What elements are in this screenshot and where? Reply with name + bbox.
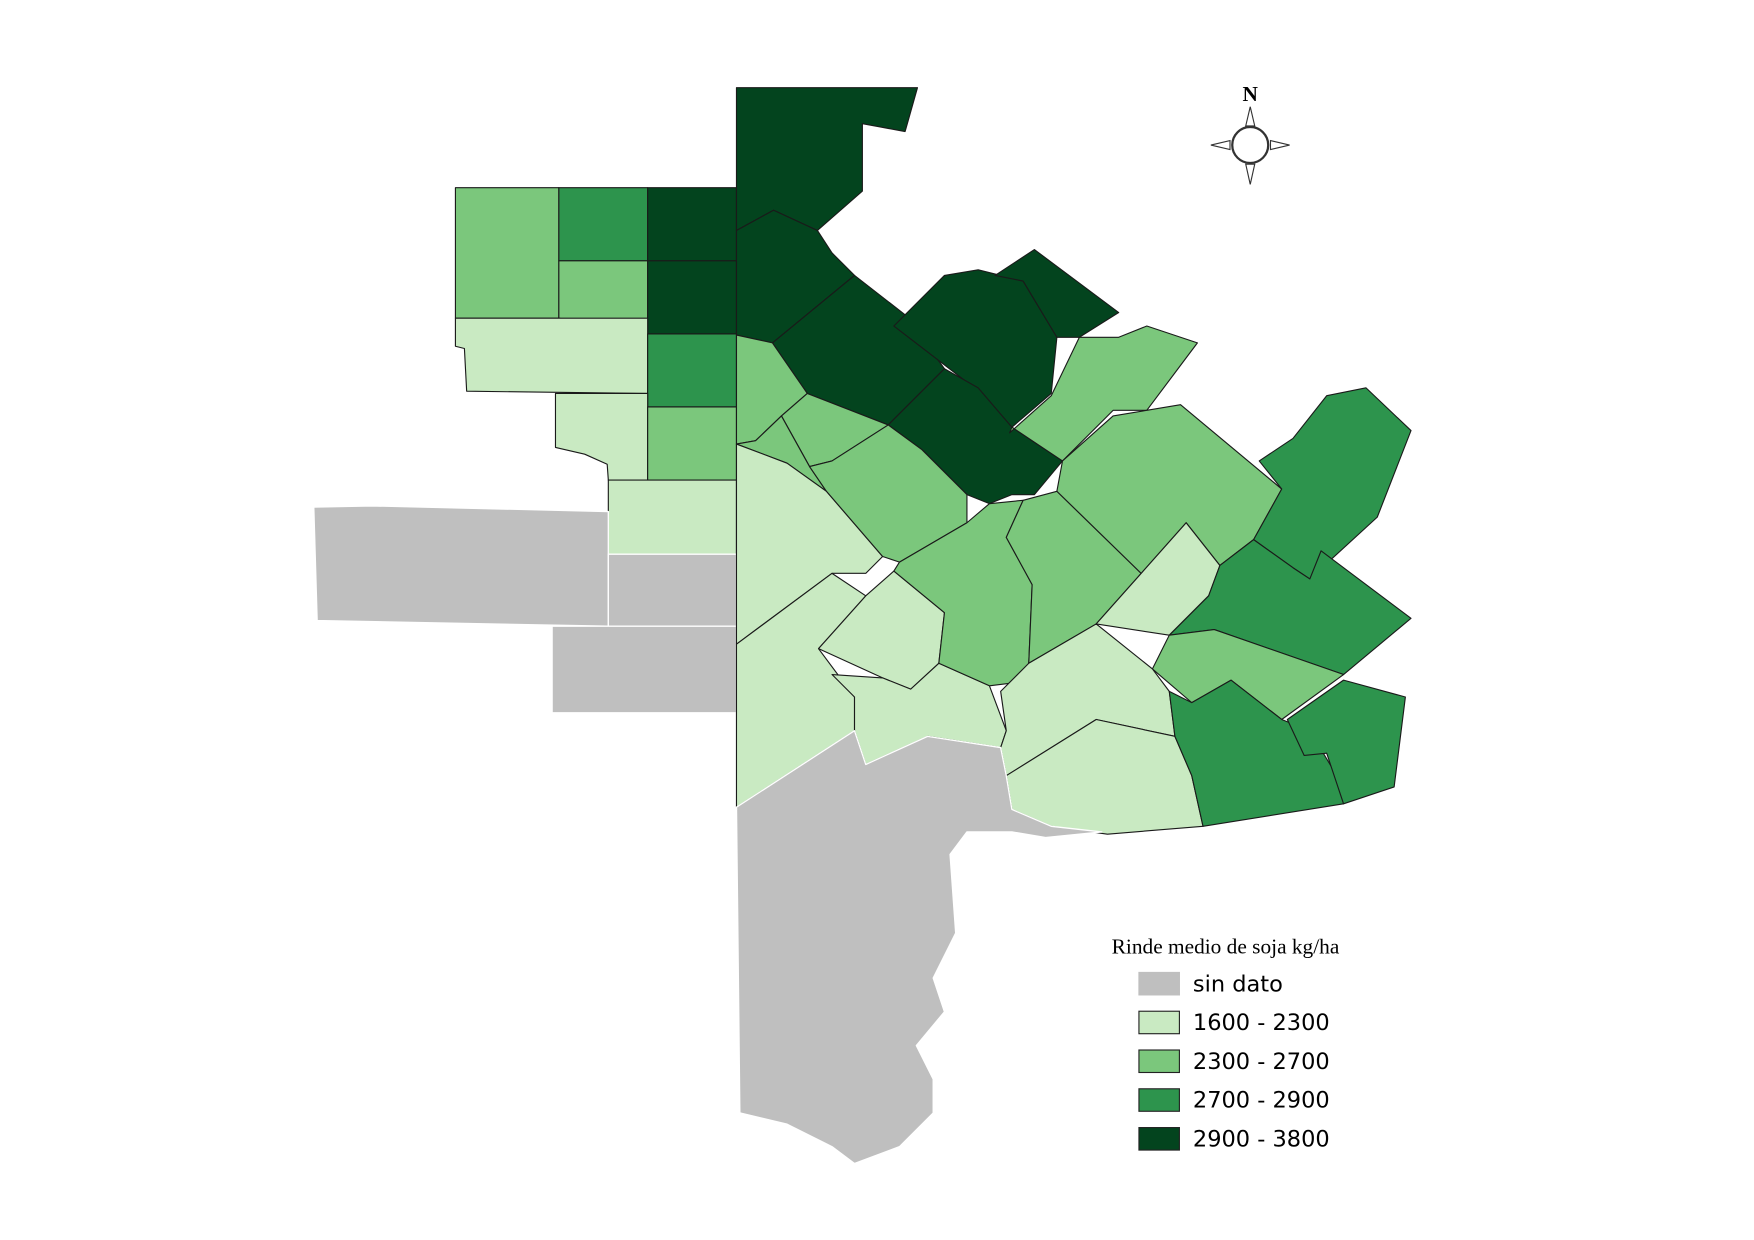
district <box>1009 325 1198 462</box>
district <box>607 479 738 555</box>
legend-swatch <box>1138 1049 1180 1074</box>
district <box>1253 387 1412 580</box>
legend-label: sin dato <box>1193 971 1283 997</box>
district <box>1286 679 1406 805</box>
district <box>554 392 649 481</box>
district <box>808 424 968 563</box>
district <box>647 187 738 262</box>
legend-swatch <box>1138 1010 1180 1035</box>
district <box>607 553 738 627</box>
district <box>735 87 919 232</box>
north-label: N <box>1243 82 1259 106</box>
district <box>647 406 738 481</box>
regions <box>313 87 1412 1165</box>
district <box>454 187 560 319</box>
legend-swatch <box>1138 1088 1180 1112</box>
legend: sin dato 1600 - 2300 2300 - 2700 2700 - 290… <box>1138 971 1330 1152</box>
district <box>551 625 738 714</box>
legend-swatch <box>1138 971 1180 996</box>
legend-title: Rinde medio de soja kg/ha <box>1112 934 1340 958</box>
district <box>454 317 649 395</box>
legend-label: 2900 - 3800 <box>1193 1126 1330 1152</box>
north-arrow <box>1210 106 1290 185</box>
district <box>313 505 609 627</box>
district <box>558 187 649 262</box>
legend-label: 2700 - 2900 <box>1193 1088 1330 1114</box>
legend-label: 2300 - 2700 <box>1193 1049 1330 1075</box>
district <box>647 333 738 408</box>
district <box>735 730 1103 1165</box>
legend-label: 1600 - 2300 <box>1193 1010 1330 1036</box>
district <box>647 260 738 335</box>
legend-swatch <box>1138 1127 1180 1151</box>
